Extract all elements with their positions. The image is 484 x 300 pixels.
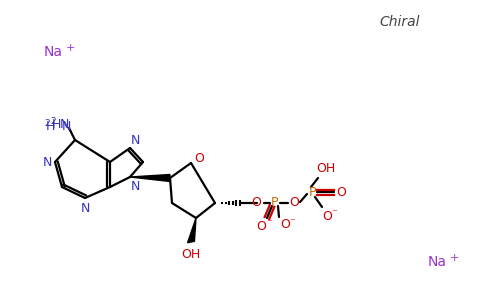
Text: O: O [194, 152, 204, 164]
Text: +: + [450, 253, 459, 263]
Text: N: N [60, 118, 69, 130]
Text: N: N [130, 134, 140, 146]
Text: H: H [52, 118, 61, 130]
Text: O: O [336, 185, 346, 199]
Text: ⁻: ⁻ [331, 208, 337, 218]
Text: N: N [130, 179, 140, 193]
Text: N: N [80, 202, 90, 215]
Text: N: N [62, 119, 71, 133]
Text: N: N [42, 155, 52, 169]
Polygon shape [130, 175, 170, 182]
Text: P: P [308, 185, 316, 199]
Text: O: O [280, 218, 290, 232]
Text: Na: Na [428, 255, 447, 269]
Text: OH: OH [317, 161, 335, 175]
Polygon shape [188, 218, 196, 243]
Text: ⁻: ⁻ [266, 218, 272, 228]
Text: 2: 2 [50, 116, 56, 125]
Text: Na: Na [44, 45, 63, 59]
Text: H: H [45, 119, 55, 133]
Text: +: + [66, 43, 76, 53]
Text: P: P [271, 196, 279, 209]
Text: O: O [256, 220, 266, 232]
Text: O: O [289, 196, 299, 209]
Text: O: O [251, 196, 261, 209]
Text: OH: OH [182, 248, 201, 260]
Text: 2: 2 [45, 119, 50, 128]
Text: O: O [322, 209, 332, 223]
Text: ⁻: ⁻ [289, 217, 295, 227]
Text: Chiral: Chiral [380, 15, 420, 29]
